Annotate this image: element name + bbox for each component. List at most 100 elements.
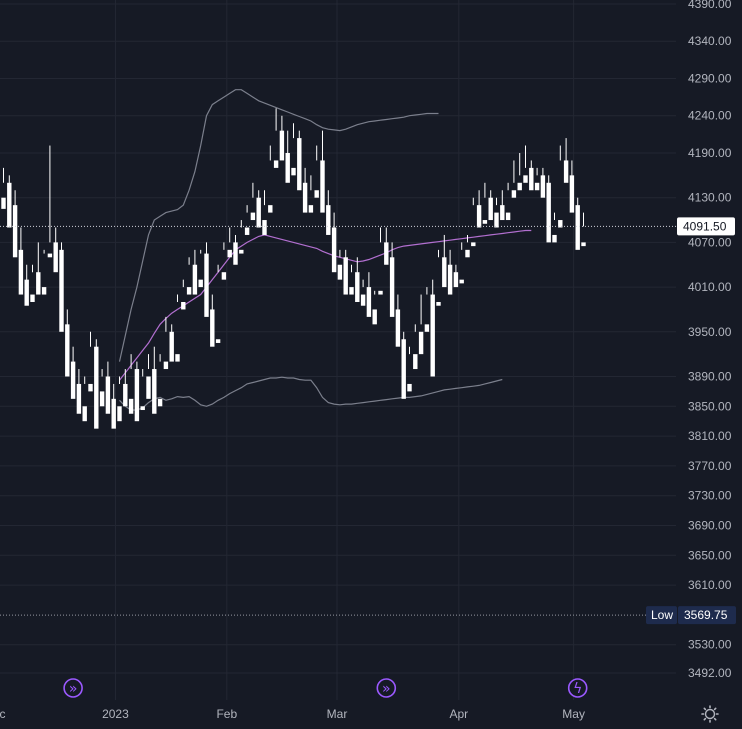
candle[interactable] [308,175,314,213]
candle[interactable] [302,167,308,213]
candle[interactable] [36,242,41,295]
time-axis[interactable]: Dec 2023 Feb Mar Apr May [0,707,585,721]
dividend-event-icon[interactable]: » [63,678,83,698]
candle[interactable] [471,197,476,247]
candle[interactable] [343,249,348,295]
candle[interactable] [511,160,517,198]
candle[interactable] [401,331,406,399]
candle[interactable] [181,279,186,310]
candle[interactable] [70,346,76,399]
candle[interactable] [349,264,354,295]
candle[interactable] [128,354,134,414]
candle[interactable] [146,354,151,399]
candle[interactable] [47,145,53,258]
candle[interactable] [366,272,372,317]
candle[interactable] [569,160,575,213]
candle[interactable] [12,190,18,258]
candle[interactable] [436,249,441,306]
candle[interactable] [517,152,522,191]
candle[interactable] [372,290,377,325]
candle[interactable] [575,197,580,250]
candle[interactable] [88,331,93,392]
candle[interactable] [198,249,203,288]
candle[interactable] [337,249,343,280]
candle[interactable] [500,190,505,221]
candle[interactable] [447,249,453,295]
candle[interactable] [581,212,586,247]
candle[interactable] [268,145,273,213]
candle[interactable] [186,257,192,295]
candle[interactable] [117,376,122,422]
event-markers[interactable]: » » ϟ [63,678,588,698]
candle[interactable] [326,190,331,235]
settings-gear-icon[interactable] [701,705,719,723]
price-axis[interactable]: 4390.00 4340.00 4290.00 4240.00 4190.00 4130.… [688,0,732,680]
candle[interactable] [355,257,360,302]
candle[interactable] [523,145,528,183]
candle[interactable] [482,182,488,224]
candle[interactable] [488,190,493,221]
candle[interactable] [76,369,82,414]
candle[interactable] [552,212,557,243]
candle[interactable] [442,234,447,288]
candle[interactable] [465,234,470,258]
candle[interactable] [250,182,256,221]
candle[interactable] [413,324,418,370]
candle[interactable] [152,346,157,414]
candle[interactable] [424,287,430,332]
candle[interactable] [563,138,569,183]
candle[interactable] [256,190,261,228]
candle[interactable] [1,167,6,209]
candle[interactable] [430,279,435,377]
candle[interactable] [558,145,563,228]
candle[interactable] [24,264,29,306]
candle[interactable] [105,361,111,414]
candle[interactable] [82,376,87,422]
candle[interactable] [279,115,285,161]
candle[interactable] [360,279,366,306]
candle[interactable] [192,249,198,295]
candle[interactable] [94,339,99,429]
candle[interactable] [59,242,64,332]
candle[interactable] [18,227,24,295]
candle[interactable] [494,197,499,228]
candle[interactable] [111,383,116,429]
candle[interactable] [244,205,250,235]
candle[interactable] [163,316,169,370]
candle[interactable] [175,294,180,362]
candle[interactable] [65,309,70,377]
candle[interactable] [210,294,215,347]
candle[interactable] [546,175,551,243]
candle[interactable] [378,227,383,295]
candle[interactable] [53,227,58,273]
candle[interactable] [314,145,319,198]
dividend-event-icon[interactable]: » [376,678,397,698]
candle[interactable] [384,227,389,265]
candle[interactable] [215,264,221,343]
candle[interactable] [134,361,140,422]
candle[interactable] [285,130,290,183]
candle[interactable] [389,242,395,317]
candle[interactable] [30,264,35,302]
candle[interactable] [407,346,412,392]
candle[interactable] [534,167,540,191]
candle[interactable] [453,264,459,288]
candle[interactable] [529,160,534,191]
candle[interactable] [331,212,337,273]
candle[interactable] [262,190,267,235]
candle[interactable] [7,175,12,228]
candle[interactable] [99,369,105,407]
candle[interactable] [459,242,464,284]
candle[interactable] [476,190,482,228]
candle[interactable] [157,354,163,407]
candle[interactable] [239,220,244,254]
candle[interactable] [233,234,238,265]
candle[interactable] [273,108,279,168]
candle[interactable] [291,123,296,176]
candle[interactable] [395,294,401,347]
candle[interactable] [204,242,209,317]
candle[interactable] [418,294,424,355]
candle[interactable] [227,227,232,258]
candle[interactable] [221,242,227,280]
